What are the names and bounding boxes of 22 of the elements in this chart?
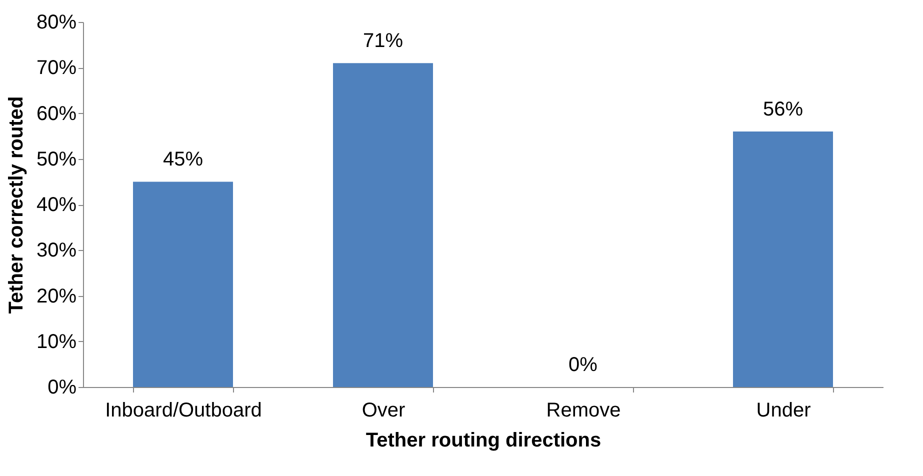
bar: [333, 63, 433, 387]
y-tick-label: 80%: [36, 12, 77, 34]
y-tick-label: 0%: [48, 376, 77, 398]
y-tick-label: 60%: [36, 102, 77, 125]
bar: [133, 182, 233, 387]
x-tick-label: Over: [362, 400, 406, 422]
data-label: 71%: [362, 30, 404, 52]
x-axis-title: Tether routing directions: [366, 430, 602, 452]
y-tick-label: 70%: [36, 57, 77, 80]
x-tick-label: Remove: [546, 400, 621, 422]
x-tick-label: Under: [756, 400, 812, 422]
y-tick-label: 50%: [36, 148, 77, 170]
y-tick-label: 20%: [36, 285, 77, 308]
y-tick-label: 30%: [36, 240, 77, 262]
bar: [733, 132, 833, 387]
y-tick-label: 40%: [36, 194, 77, 216]
data-label: 56%: [762, 98, 804, 120]
y-axis-title: Tether correctly routed: [5, 96, 28, 314]
data-label: 0%: [568, 354, 598, 376]
data-label: 45%: [162, 148, 204, 171]
y-tick-label: 10%: [36, 330, 77, 353]
x-tick-label: Inboard/Outboard: [105, 400, 262, 422]
